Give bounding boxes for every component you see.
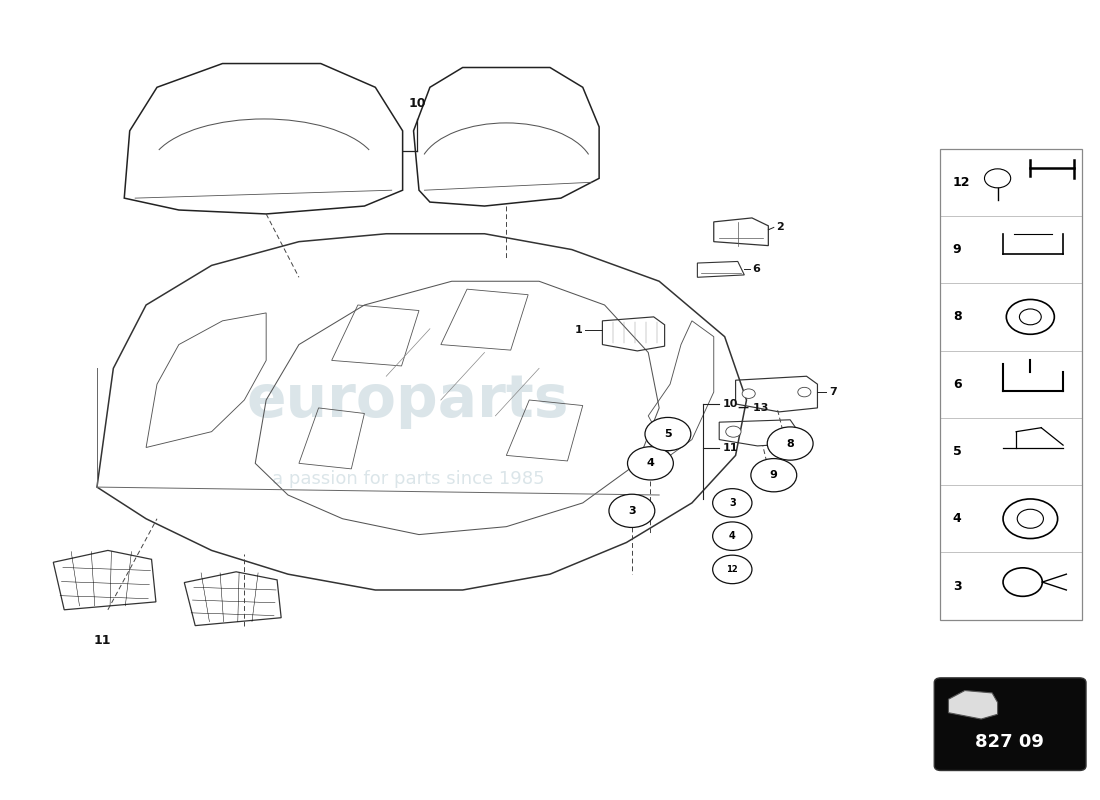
Text: 10: 10 xyxy=(408,98,426,110)
Circle shape xyxy=(609,494,654,527)
Circle shape xyxy=(742,389,756,398)
Circle shape xyxy=(713,555,752,584)
Circle shape xyxy=(751,458,796,492)
Text: 12: 12 xyxy=(726,565,738,574)
Text: 6: 6 xyxy=(752,264,760,274)
Text: 827 09: 827 09 xyxy=(976,733,1044,751)
Text: 12: 12 xyxy=(953,176,970,189)
Text: 9: 9 xyxy=(953,243,961,256)
Circle shape xyxy=(798,387,811,397)
Circle shape xyxy=(726,426,741,438)
Text: 9: 9 xyxy=(770,470,778,480)
Circle shape xyxy=(767,427,813,460)
Circle shape xyxy=(1003,568,1043,596)
Text: 10: 10 xyxy=(723,399,738,409)
Circle shape xyxy=(627,446,673,480)
Text: 3: 3 xyxy=(953,579,961,593)
Text: 1: 1 xyxy=(575,326,583,335)
Text: 8: 8 xyxy=(786,438,794,449)
Circle shape xyxy=(1006,299,1054,334)
Circle shape xyxy=(713,489,752,517)
Circle shape xyxy=(1020,309,1042,325)
Circle shape xyxy=(1018,510,1044,528)
Text: 2: 2 xyxy=(776,222,783,233)
Text: 6: 6 xyxy=(953,378,961,390)
Text: 3: 3 xyxy=(729,498,736,508)
Polygon shape xyxy=(948,690,998,719)
Text: 11: 11 xyxy=(94,634,111,646)
Text: 4: 4 xyxy=(647,458,654,468)
Circle shape xyxy=(1003,499,1057,538)
Circle shape xyxy=(645,418,691,450)
Text: 4: 4 xyxy=(729,531,736,541)
Text: — 13: — 13 xyxy=(738,403,768,413)
Text: 11: 11 xyxy=(723,442,738,453)
Circle shape xyxy=(713,522,752,550)
Text: 3: 3 xyxy=(628,506,636,516)
Text: a passion for parts since 1985: a passion for parts since 1985 xyxy=(272,470,544,488)
Text: 5: 5 xyxy=(664,429,672,439)
Text: europarts: europarts xyxy=(246,371,570,429)
Text: 4: 4 xyxy=(953,512,961,526)
Text: 5: 5 xyxy=(953,445,961,458)
Text: 7: 7 xyxy=(829,387,837,397)
FancyBboxPatch shape xyxy=(934,678,1086,770)
Circle shape xyxy=(984,169,1011,188)
Text: 8: 8 xyxy=(953,310,961,323)
